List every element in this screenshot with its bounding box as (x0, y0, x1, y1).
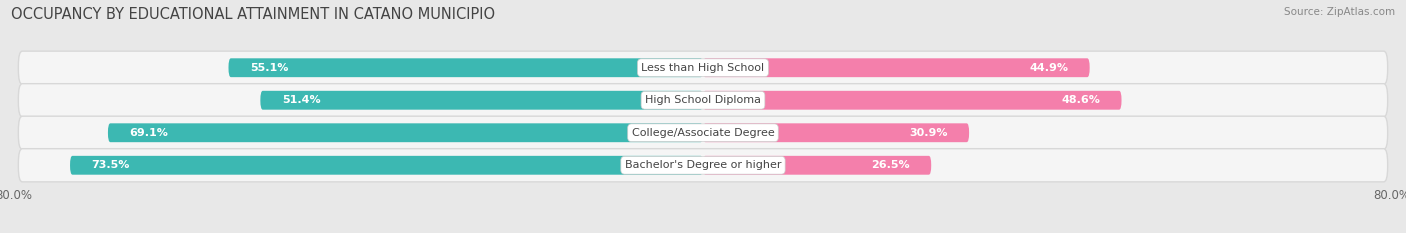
Text: 51.4%: 51.4% (281, 95, 321, 105)
FancyBboxPatch shape (18, 149, 1388, 182)
Text: Bachelor's Degree or higher: Bachelor's Degree or higher (624, 160, 782, 170)
FancyBboxPatch shape (703, 123, 969, 142)
FancyBboxPatch shape (18, 51, 1388, 84)
FancyBboxPatch shape (703, 156, 931, 175)
Text: Source: ZipAtlas.com: Source: ZipAtlas.com (1284, 7, 1395, 17)
FancyBboxPatch shape (18, 116, 1388, 149)
FancyBboxPatch shape (703, 58, 1090, 77)
Text: 30.9%: 30.9% (910, 128, 948, 138)
Text: 69.1%: 69.1% (129, 128, 169, 138)
Text: 48.6%: 48.6% (1062, 95, 1099, 105)
FancyBboxPatch shape (108, 123, 703, 142)
Text: 55.1%: 55.1% (250, 63, 288, 73)
Text: 73.5%: 73.5% (91, 160, 129, 170)
Text: High School Diploma: High School Diploma (645, 95, 761, 105)
Text: 26.5%: 26.5% (872, 160, 910, 170)
FancyBboxPatch shape (18, 84, 1388, 117)
FancyBboxPatch shape (229, 58, 703, 77)
Text: Less than High School: Less than High School (641, 63, 765, 73)
FancyBboxPatch shape (260, 91, 703, 110)
Text: College/Associate Degree: College/Associate Degree (631, 128, 775, 138)
Text: OCCUPANCY BY EDUCATIONAL ATTAINMENT IN CATANO MUNICIPIO: OCCUPANCY BY EDUCATIONAL ATTAINMENT IN C… (11, 7, 495, 22)
FancyBboxPatch shape (70, 156, 703, 175)
FancyBboxPatch shape (703, 91, 1122, 110)
Text: 44.9%: 44.9% (1029, 63, 1069, 73)
